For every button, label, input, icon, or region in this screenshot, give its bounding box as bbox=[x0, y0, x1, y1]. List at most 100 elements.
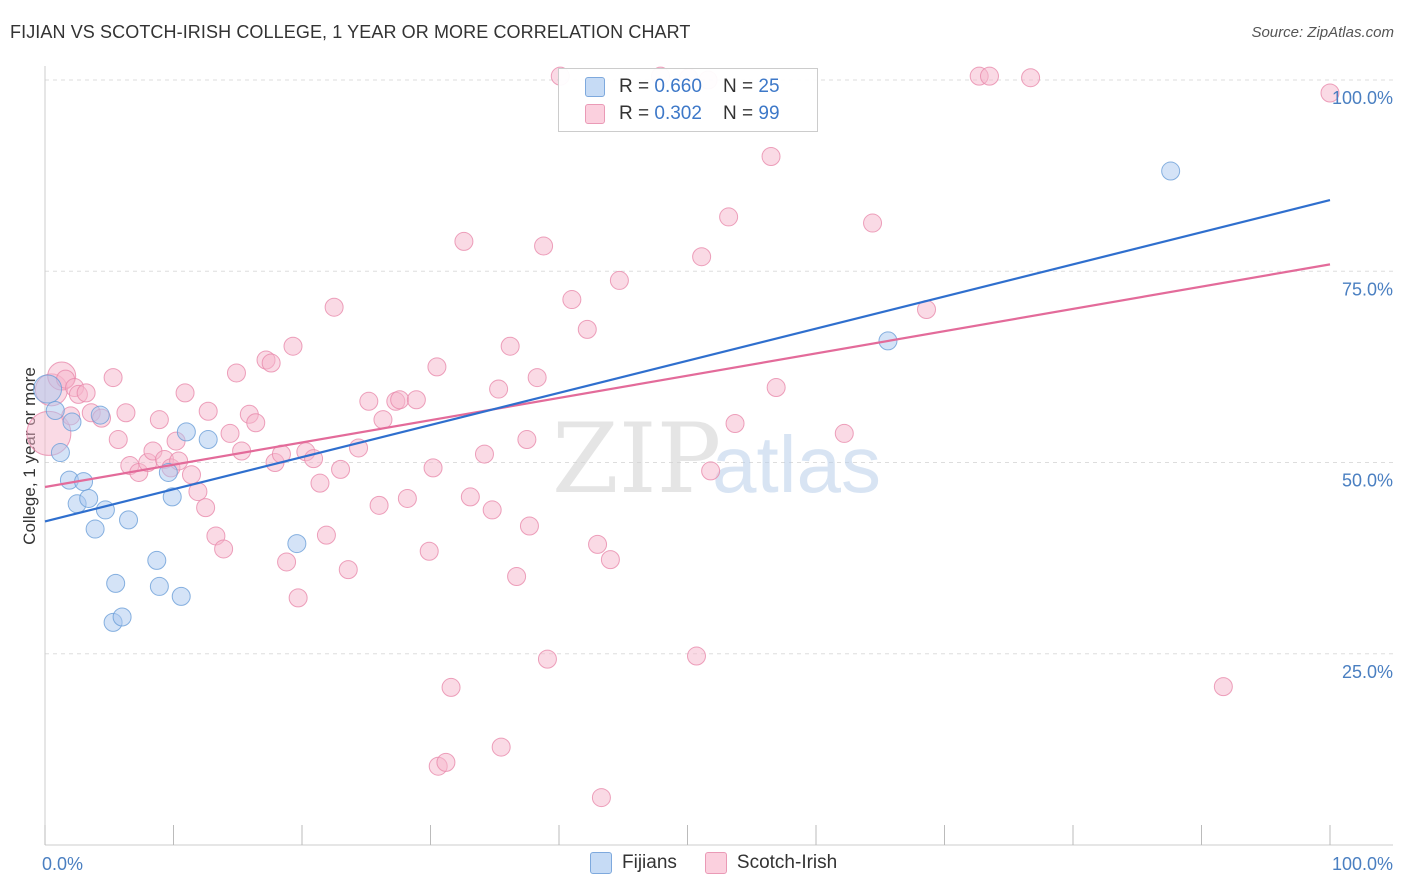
point-scotch-irish bbox=[519, 516, 539, 536]
grid-lines bbox=[45, 79, 1393, 655]
r-value-scotch-irish: 0.302 bbox=[654, 103, 702, 124]
point-scotch-irish bbox=[283, 336, 303, 356]
legend-swatch-scotch-irish bbox=[585, 104, 605, 124]
point-scotch-irish bbox=[338, 560, 358, 580]
point-scotch-irish bbox=[1320, 83, 1340, 103]
point-scotch-irish bbox=[577, 319, 597, 339]
point-fijians bbox=[50, 443, 70, 463]
point-fijians bbox=[287, 534, 307, 554]
legend-item-scotch-irish[interactable]: Scotch-Irish bbox=[704, 852, 838, 874]
point-fijians bbox=[198, 430, 218, 450]
point-scotch-irish bbox=[175, 383, 195, 403]
point-fijians bbox=[176, 422, 196, 442]
point-scotch-irish bbox=[369, 495, 389, 515]
legend-swatch-scotch-irish bbox=[704, 852, 727, 874]
point-scotch-irish bbox=[591, 788, 611, 808]
point-scotch-irish bbox=[1021, 68, 1041, 88]
point-scotch-irish bbox=[507, 566, 527, 586]
point-scotch-irish bbox=[103, 368, 123, 388]
x-tick-label: 0.0% bbox=[42, 854, 83, 874]
point-fijians bbox=[33, 374, 63, 404]
point-scotch-irish bbox=[181, 465, 201, 485]
point-scotch-irish bbox=[474, 444, 494, 464]
point-scotch-irish bbox=[359, 391, 379, 411]
point-scotch-irish bbox=[277, 552, 297, 572]
point-scotch-irish bbox=[686, 646, 706, 666]
point-scotch-irish bbox=[766, 378, 786, 398]
y-tick-label: 25.0% bbox=[1342, 662, 1393, 682]
series-legend: Fijians Scotch-Irish bbox=[590, 852, 865, 874]
point-fijians bbox=[90, 405, 110, 425]
point-scotch-irish bbox=[491, 737, 511, 757]
legend-swatch-fijians bbox=[585, 77, 605, 97]
point-scotch-irish bbox=[834, 423, 854, 443]
point-scotch-irish bbox=[460, 487, 480, 507]
point-fijians bbox=[171, 586, 191, 606]
point-scotch-irish bbox=[261, 353, 281, 373]
trend-line-scotch-irish bbox=[44, 263, 1331, 489]
point-fijians bbox=[45, 400, 65, 420]
legend-text-scotch-irish: R = 0.302 N = 99 bbox=[619, 103, 780, 125]
point-scotch-irish bbox=[310, 473, 330, 493]
point-scotch-irish bbox=[761, 147, 781, 166]
point-fijians bbox=[62, 412, 82, 432]
point-scotch-irish bbox=[397, 488, 417, 508]
point-fijians bbox=[112, 607, 132, 627]
n-label: N = bbox=[723, 76, 759, 97]
point-scotch-irish bbox=[441, 677, 461, 697]
legend-label-fijians: Fijians bbox=[622, 852, 677, 873]
point-scotch-irish bbox=[1213, 677, 1233, 697]
point-scotch-irish bbox=[76, 383, 96, 403]
correlation-legend: R = 0.660 N = 25 R = 0.302 N = 99 bbox=[558, 68, 818, 132]
point-fijians bbox=[106, 573, 126, 593]
point-scotch-irish bbox=[373, 410, 393, 430]
point-scotch-irish bbox=[331, 459, 351, 479]
point-scotch-irish bbox=[288, 588, 308, 608]
point-scotch-irish bbox=[725, 413, 745, 433]
point-scotch-irish bbox=[692, 247, 712, 267]
x-tick-label: 100.0% bbox=[1332, 854, 1393, 874]
point-scotch-irish bbox=[149, 410, 169, 430]
trend-line-fijians bbox=[44, 199, 1331, 523]
point-scotch-irish bbox=[600, 550, 620, 570]
point-fijians bbox=[158, 462, 178, 482]
legend-item-fijians[interactable]: Fijians bbox=[590, 852, 677, 874]
watermark: ZIP atlas bbox=[552, 403, 881, 515]
point-scotch-irish bbox=[527, 368, 547, 388]
point-scotch-irish bbox=[534, 236, 554, 256]
point-scotch-irish bbox=[609, 270, 629, 290]
n-label: N = bbox=[723, 103, 759, 124]
point-scotch-irish bbox=[482, 500, 502, 520]
point-scotch-irish bbox=[588, 534, 608, 554]
point-fijians bbox=[85, 519, 105, 539]
point-scotch-irish bbox=[324, 297, 344, 317]
y-tick-label: 100.0% bbox=[1332, 88, 1393, 108]
legend-text-fijians: R = 0.660 N = 25 bbox=[619, 76, 780, 98]
point-scotch-irish bbox=[390, 390, 410, 410]
legend-label-scotch-irish: Scotch-Irish bbox=[736, 852, 838, 873]
point-scotch-irish bbox=[427, 357, 447, 377]
r-label: R = bbox=[619, 103, 655, 124]
chart-title: FIJIAN VS SCOTCH-IRISH COLLEGE, 1 YEAR O… bbox=[10, 22, 691, 42]
point-scotch-irish bbox=[406, 390, 426, 410]
point-scotch-irish bbox=[226, 363, 246, 383]
point-scotch-irish bbox=[979, 66, 999, 86]
point-scotch-irish bbox=[214, 539, 234, 559]
watermark-atlas: atlas bbox=[712, 420, 881, 509]
r-label: R = bbox=[619, 76, 655, 97]
tick-labels: 25.0% 50.0% 75.0% 100.0% 0.0% 100.0% bbox=[42, 88, 1393, 874]
watermark-zip: ZIP bbox=[552, 403, 721, 515]
point-scotch-irish bbox=[246, 413, 266, 433]
point-scotch-irish bbox=[436, 752, 456, 772]
point-scotch-irish bbox=[108, 430, 128, 450]
source-label: Source: ZipAtlas.com bbox=[1251, 24, 1394, 41]
point-scotch-irish bbox=[198, 401, 218, 421]
point-fijians bbox=[162, 487, 182, 507]
y-tick-label: 50.0% bbox=[1342, 471, 1393, 491]
point-scotch-irish bbox=[863, 213, 883, 233]
point-scotch-irish bbox=[196, 498, 216, 518]
point-scotch-irish bbox=[701, 461, 721, 481]
trend-lines bbox=[44, 199, 1331, 523]
point-scotch-irish bbox=[537, 649, 557, 669]
